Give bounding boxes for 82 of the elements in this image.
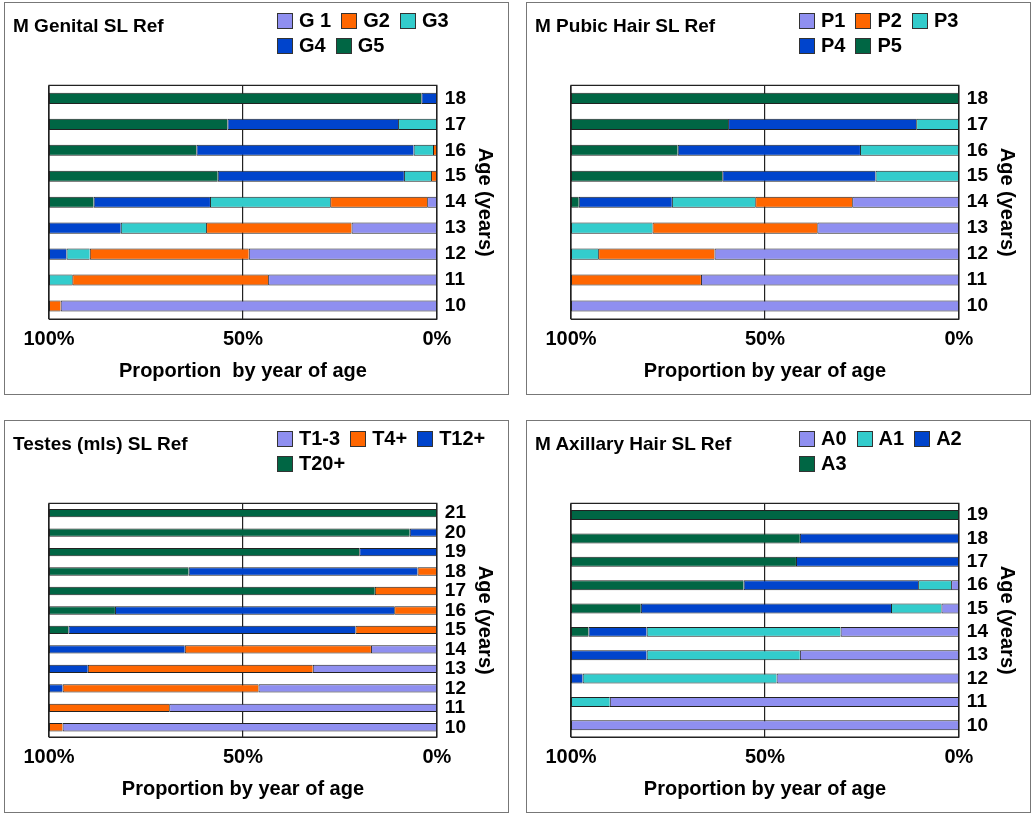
y-tick-label: 12 [444,242,467,264]
legend-label: P5 [877,34,902,57]
legend-label: G5 [357,34,385,57]
y-tick-label: 18 [444,86,467,108]
legend-label: P3 [933,9,959,32]
legend-label: A1 [878,427,905,450]
y-tick-label: 11 [444,696,466,718]
y-tick-label: 11 [444,268,466,290]
y-tick-label: 20 [444,520,467,542]
y-tick-label: 12 [966,242,989,264]
x-tick-label: 50% [744,326,786,349]
x-tick-label: 50% [222,326,264,349]
legend-label: T20+ [299,452,346,475]
y-tick-label: 15 [966,596,989,618]
chart-title: Testes (mls) SL Ref [13,433,188,455]
y-tick-label: 16 [444,598,467,620]
y-axis-title: Age (years) [997,565,1020,675]
y-tick-label: 11 [966,690,988,712]
y-tick-label: 13 [966,216,989,238]
y-tick-label: 14 [444,190,467,212]
legend-label: P2 [877,9,902,32]
y-tick-label: 10 [444,294,467,316]
y-tick-label: 17 [444,579,467,601]
chart-title: M Axillary Hair SL Ref [535,433,732,455]
legend-label: T4+ [372,427,408,450]
x-tick-label: 100% [23,744,75,767]
legend-label: A0 [821,427,847,450]
x-axis-title: Proportion by year of age [643,358,887,381]
y-tick-label: 14 [966,190,989,212]
x-axis-title: Proportion by year of age [121,776,365,799]
legend-label: G4 [299,34,326,57]
y-tick-label: 14 [966,620,989,642]
x-tick-label: 0% [422,326,452,349]
legend-label: A3 [821,452,847,475]
y-axis-title: Age (years) [475,565,498,675]
legend-label: G3 [421,9,449,32]
y-tick-label: 17 [966,112,989,134]
y-tick-label: 10 [966,713,989,735]
y-tick-label: 13 [444,657,467,679]
y-tick-label: 15 [444,618,467,640]
x-tick-label: 100% [545,744,597,767]
y-tick-label: 18 [966,526,989,548]
legend-label: T12+ [439,427,486,450]
y-tick-label: 16 [966,138,989,160]
legend-label: P1 [821,9,846,32]
x-tick-label: 0% [944,326,974,349]
y-tick-label: 19 [444,540,467,562]
x-axis-title: Proportion by year of age [119,358,367,381]
chart-title: M Genital SL Ref [13,15,164,37]
y-tick-label: 11 [966,268,988,290]
x-tick-label: 50% [744,744,786,767]
x-tick-label: 0% [944,744,974,767]
y-axis-title: Age (years) [997,147,1020,257]
y-tick-label: 19 [966,503,989,525]
y-tick-label: 13 [444,216,467,238]
legend-label: G2 [363,9,390,32]
y-tick-label: 13 [966,643,989,665]
y-tick-label: 18 [966,86,989,108]
chart-title: M Pubic Hair SL Ref [535,15,716,37]
y-tick-label: 10 [966,294,989,316]
legend-label: P4 [821,34,846,57]
x-axis-title: Proportion by year of age [643,776,887,799]
legend-label: A2 [936,427,962,450]
y-tick-label: 15 [966,164,989,186]
x-tick-label: 100% [545,326,597,349]
x-tick-label: 50% [222,744,264,767]
y-tick-label: 12 [966,666,989,688]
x-tick-label: 0% [422,744,452,767]
y-tick-label: 12 [444,676,467,698]
legend-label: T1-3 [299,427,341,450]
y-tick-label: 17 [966,550,989,572]
x-tick-label: 100% [23,326,75,349]
y-tick-label: 16 [966,573,989,595]
y-tick-label: 10 [444,715,467,737]
legend-label: G 1 [299,9,332,32]
y-tick-label: 18 [444,559,467,581]
y-tick-label: 15 [444,164,467,186]
y-tick-label: 14 [444,637,467,659]
y-tick-label: 16 [444,138,467,160]
y-tick-label: 21 [444,501,467,523]
y-axis-title: Age (years) [475,147,498,257]
y-tick-label: 17 [444,112,467,134]
